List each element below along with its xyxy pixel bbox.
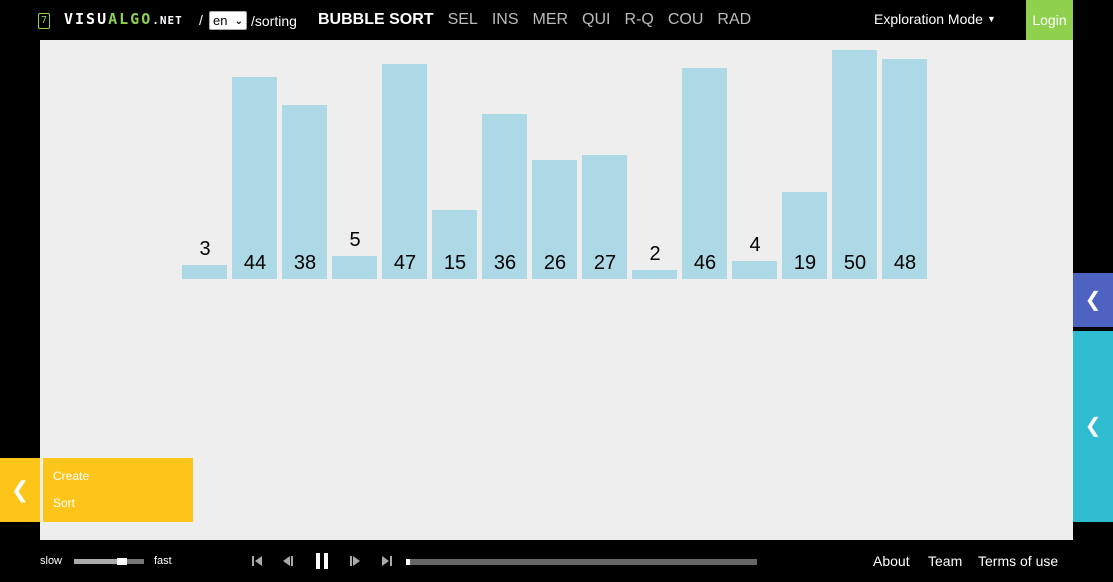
array-bar bbox=[332, 256, 377, 279]
pause-icon[interactable] bbox=[312, 551, 332, 571]
array-value-label: 27 bbox=[593, 252, 617, 274]
speed-fast-label: fast bbox=[154, 555, 172, 567]
caret-down-icon: ▼ bbox=[986, 14, 996, 24]
array-bar bbox=[382, 64, 427, 279]
sort-action[interactable]: Sort bbox=[53, 496, 76, 510]
algorithm-nav: BUBBLE SORT SEL INS MER QUI R-Q COU RAD bbox=[318, 11, 765, 29]
array-bars: 3 44 38 5 47 15 36 26 27 2 46 4 19 50 48 bbox=[40, 40, 1073, 540]
array-bar bbox=[682, 68, 727, 279]
logo[interactable]: VISUALGO.NET bbox=[64, 10, 183, 28]
array-bar bbox=[282, 105, 327, 279]
array-bar bbox=[232, 77, 277, 279]
about-link[interactable]: About bbox=[873, 553, 910, 569]
terms-link[interactable]: Terms of use bbox=[978, 553, 1059, 569]
array-value-label: 3 bbox=[199, 238, 211, 260]
algorithm-tab-ins[interactable]: INS bbox=[491, 11, 519, 28]
array-bar bbox=[432, 210, 477, 279]
array-value-label: 2 bbox=[649, 243, 661, 265]
array-bar bbox=[782, 192, 827, 279]
go-to-beginning-icon[interactable] bbox=[248, 552, 266, 570]
array-bar bbox=[532, 160, 577, 279]
array-value-label: 26 bbox=[543, 252, 567, 274]
chevron-left-icon: ❮ bbox=[1084, 415, 1102, 437]
array-bar bbox=[632, 270, 677, 279]
array-value-label: 48 bbox=[893, 252, 917, 274]
algorithm-tab-rad[interactable]: RAD bbox=[717, 11, 752, 28]
array-value-label: 19 bbox=[793, 252, 817, 274]
language-select[interactable]: en ⌄ bbox=[209, 11, 247, 30]
chevron-down-icon: ⌄ bbox=[234, 16, 243, 27]
logo-part-algo: ALGO bbox=[108, 10, 153, 28]
array-bar bbox=[182, 265, 227, 279]
array-value-label: 15 bbox=[443, 252, 467, 274]
media-controls-bar: slow fast About Team bbox=[0, 540, 1113, 582]
path-separator: / bbox=[199, 12, 203, 28]
array-bar bbox=[732, 261, 777, 279]
actions-panel: Create Sort bbox=[43, 458, 193, 522]
array-value-label: 47 bbox=[393, 252, 417, 274]
page-path: /sorting bbox=[251, 13, 297, 29]
visualization-canvas: 3 44 38 5 47 15 36 26 27 2 46 4 19 50 48 bbox=[40, 40, 1073, 540]
array-bar bbox=[582, 155, 627, 279]
logo-part-net: .NET bbox=[152, 14, 183, 27]
step-backward-icon[interactable] bbox=[279, 552, 297, 570]
progress-bar-fill bbox=[406, 559, 410, 565]
algorithm-tab-r-q[interactable]: R-Q bbox=[624, 11, 654, 28]
speed-slider-thumb[interactable] bbox=[117, 558, 127, 565]
progress-bar[interactable] bbox=[406, 559, 757, 565]
array-value-label: 50 bbox=[843, 252, 867, 274]
array-bar bbox=[482, 114, 527, 279]
array-bar bbox=[882, 59, 927, 279]
go-to-end-icon[interactable] bbox=[378, 552, 396, 570]
array-value-label: 5 bbox=[349, 229, 361, 251]
status-panel-toggle[interactable]: ❮ bbox=[1073, 273, 1113, 327]
step-forward-icon[interactable] bbox=[346, 552, 364, 570]
mode-label: Exploration Mode bbox=[874, 11, 983, 27]
array-value-label: 36 bbox=[493, 252, 517, 274]
mode-dropdown[interactable]: Exploration Mode ▼ bbox=[874, 11, 996, 27]
logo-badge[interactable]: 7 bbox=[38, 13, 50, 29]
logo-part-visu: VISU bbox=[64, 10, 109, 28]
language-value: en bbox=[213, 13, 228, 28]
algorithm-tab-cou[interactable]: COU bbox=[667, 11, 704, 28]
speed-slider[interactable] bbox=[74, 558, 144, 565]
algorithm-tab-qui[interactable]: QUI bbox=[582, 11, 611, 28]
actions-panel-toggle[interactable]: ❮ bbox=[0, 458, 40, 522]
codetrace-panel-toggle[interactable]: ❮ bbox=[1073, 331, 1113, 522]
chevron-left-icon: ❮ bbox=[10, 477, 30, 502]
chevron-left-icon: ❮ bbox=[1084, 289, 1102, 311]
array-bar bbox=[832, 50, 877, 279]
algorithm-tab-sel[interactable]: SEL bbox=[447, 11, 478, 28]
top-bar: 7 VISUALGO.NET / en ⌄ /sorting BUBBLE SO… bbox=[0, 0, 1113, 40]
login-button[interactable]: Login bbox=[1026, 0, 1073, 40]
array-value-label: 46 bbox=[693, 252, 717, 274]
speed-slow-label: slow bbox=[40, 555, 63, 567]
create-action[interactable]: Create bbox=[53, 469, 90, 483]
array-value-label: 4 bbox=[749, 234, 761, 256]
team-link[interactable]: Team bbox=[928, 553, 963, 569]
algorithm-tab-mer[interactable]: MER bbox=[532, 11, 569, 28]
array-value-label: 38 bbox=[293, 252, 317, 274]
algorithm-tab-bubble-sort[interactable]: BUBBLE SORT bbox=[318, 11, 434, 28]
speed-slider-fill bbox=[74, 559, 122, 564]
array-value-label: 44 bbox=[243, 252, 267, 274]
